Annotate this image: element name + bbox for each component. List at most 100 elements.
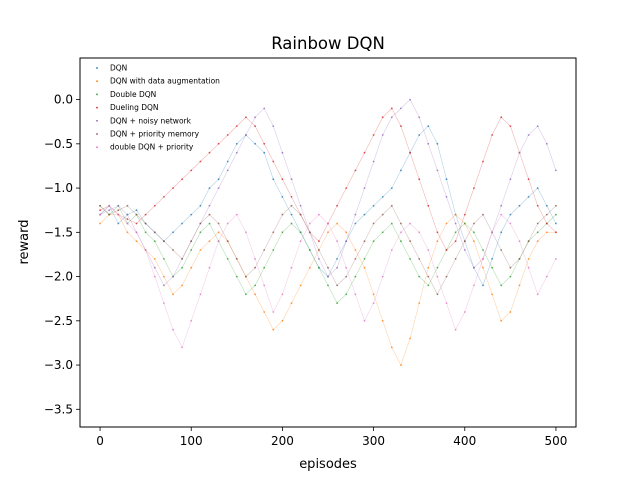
data-point <box>545 142 548 145</box>
data-point <box>536 240 539 243</box>
data-point <box>290 266 293 269</box>
data-point <box>336 302 338 304</box>
data-point <box>108 204 111 207</box>
data-point <box>235 125 238 127</box>
data-point <box>254 116 256 119</box>
data-point <box>345 231 348 234</box>
data-point <box>153 204 156 207</box>
data-point <box>172 231 174 234</box>
data-point <box>482 258 484 260</box>
data-point <box>454 231 457 234</box>
data-point <box>555 231 557 234</box>
x-tick-label: 0 <box>96 434 104 448</box>
data-point <box>226 240 229 243</box>
data-point <box>400 231 402 234</box>
data-point <box>308 231 311 234</box>
data-point <box>336 204 338 207</box>
data-point <box>153 275 156 278</box>
data-point <box>263 266 266 269</box>
data-point <box>190 266 193 269</box>
data-point <box>454 258 457 260</box>
data-point <box>473 240 475 243</box>
data-point <box>509 266 512 269</box>
data-point <box>153 231 156 234</box>
data-point <box>482 249 484 251</box>
data-point <box>163 302 165 304</box>
data-point <box>172 187 174 190</box>
y-tick-label: −2.5 <box>44 314 73 328</box>
data-point <box>500 319 503 322</box>
data-point <box>390 346 393 349</box>
data-point <box>400 240 402 243</box>
plot-points <box>99 98 557 366</box>
data-point <box>108 209 111 212</box>
data-point <box>172 249 174 251</box>
data-point <box>254 266 256 269</box>
data-point <box>555 222 557 225</box>
x-axis-label: episodes <box>299 457 357 472</box>
data-point <box>318 249 320 251</box>
data-point <box>117 213 120 216</box>
data-point <box>354 222 357 225</box>
legend-marker <box>96 93 98 96</box>
data-point <box>536 204 539 207</box>
data-point <box>263 107 266 110</box>
data-point <box>299 240 302 243</box>
data-point <box>427 125 430 127</box>
data-point <box>99 209 101 212</box>
y-tick-label: −3.0 <box>44 358 73 372</box>
data-point <box>199 204 202 207</box>
data-point <box>500 231 503 234</box>
data-point <box>436 142 439 145</box>
data-point <box>272 125 275 127</box>
data-point <box>445 196 448 198</box>
y-tick-label: −1.5 <box>44 225 73 239</box>
data-point <box>235 151 238 154</box>
data-point <box>235 275 238 278</box>
data-point <box>208 204 211 207</box>
data-point <box>436 240 439 243</box>
data-point <box>254 125 256 127</box>
data-point <box>390 187 393 190</box>
data-point <box>536 125 539 127</box>
data-point <box>363 187 366 190</box>
legend-label: Double DQN <box>110 90 156 99</box>
data-point <box>555 204 557 207</box>
data-point <box>254 293 256 296</box>
data-point <box>181 178 184 181</box>
x-axis-ticks: 0 100 200 300 400 500 <box>96 427 567 448</box>
data-point <box>345 275 348 278</box>
legend-label: Dueling DQN <box>110 103 159 112</box>
data-point <box>509 213 512 216</box>
data-point <box>509 275 512 278</box>
data-point <box>217 231 220 234</box>
data-point <box>427 266 430 269</box>
data-point <box>235 142 238 145</box>
data-point <box>445 249 448 251</box>
data-point <box>482 160 484 163</box>
data-point <box>235 258 238 260</box>
data-point <box>500 284 503 287</box>
data-point <box>190 319 193 322</box>
data-point <box>482 266 484 269</box>
legend-marker <box>96 106 98 109</box>
data-point <box>245 293 247 296</box>
data-point <box>454 213 457 216</box>
data-point <box>290 204 293 207</box>
data-point <box>527 258 530 260</box>
data-point <box>463 222 466 225</box>
data-point <box>226 222 229 225</box>
data-point <box>427 142 430 145</box>
y-tick-label: −0.5 <box>44 137 73 151</box>
data-point <box>217 142 220 145</box>
data-point <box>518 240 521 243</box>
data-point <box>482 284 484 287</box>
data-point <box>354 213 357 216</box>
data-point <box>199 231 202 234</box>
x-tick-label: 500 <box>544 434 567 448</box>
data-point <box>272 160 275 163</box>
data-point <box>126 222 129 225</box>
data-point <box>372 293 375 296</box>
data-point <box>272 249 275 251</box>
data-point <box>226 258 229 260</box>
